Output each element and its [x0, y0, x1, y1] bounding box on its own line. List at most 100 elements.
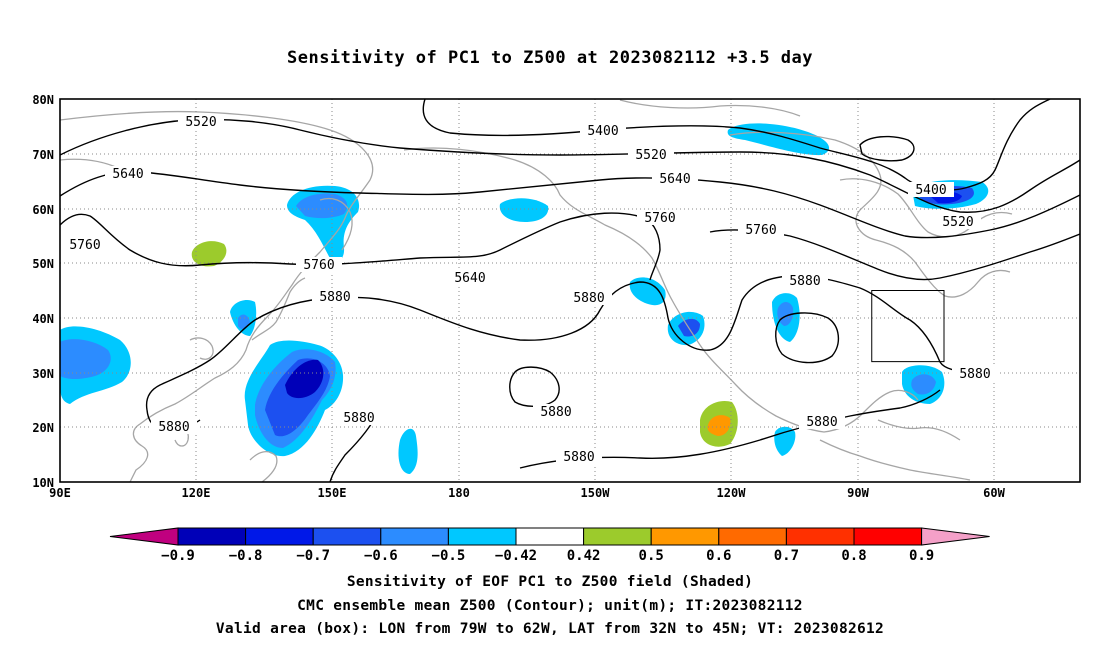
shade-blob — [629, 277, 666, 306]
map-frame — [59, 98, 1081, 483]
coastline — [619, 99, 801, 117]
contour-line — [859, 135, 915, 162]
coastline — [60, 110, 374, 482]
contour-label-5400: 5400 — [587, 124, 618, 139]
lon-tick-label: 90W — [847, 486, 869, 500]
contour-label-5640: 5640 — [659, 172, 690, 187]
shade-blob — [707, 415, 731, 436]
coastline — [189, 337, 214, 360]
colorbar-tick-label: 0.9 — [909, 548, 934, 564]
colorbar: −0.9 −0.8 −0.7 −0.6 −0.5 −0.42 0.42 0.5 0.6 0.7 0.… — [109, 527, 990, 564]
lon-tick-label: 90E — [49, 486, 71, 500]
colorbar-tick-label: −0.42 — [495, 548, 537, 564]
lat-tick-label: 30N — [32, 367, 54, 381]
lon-tick-label: 60W — [983, 486, 1005, 500]
contour-label-5880: 5880 — [563, 450, 594, 465]
shade-blob — [911, 374, 936, 395]
contour-line — [60, 212, 661, 281]
lat-tick-label: 50N — [32, 257, 54, 271]
contour-line — [509, 366, 560, 407]
contour-label-5880: 5880 — [806, 415, 837, 430]
colorbar-swatch — [380, 527, 449, 546]
lon-tick-label: 150W — [581, 486, 611, 500]
shade-blob — [398, 428, 418, 474]
colorbar-tick-label: −0.8 — [229, 548, 263, 564]
coastline — [319, 197, 353, 251]
contour-label-5400: 5400 — [915, 183, 946, 198]
coastline — [877, 419, 961, 441]
contour-label-5880: 5880 — [343, 411, 374, 426]
contour-label-5880: 5880 — [158, 420, 189, 435]
colorbar-swatch — [718, 527, 787, 546]
footer-line-3: Valid area (box): LON from 79W to 62W, L… — [215, 621, 885, 637]
contour-label-5760: 5760 — [303, 258, 334, 273]
colorbar-tick-label: 0.5 — [639, 548, 664, 564]
shade-blob — [191, 241, 227, 267]
footer-line-2: CMC ensemble mean Z500 (Contour); unit(m… — [297, 598, 803, 614]
colorbar-swatch — [515, 527, 585, 546]
contour-line — [519, 389, 941, 469]
lat-tick-label: 40N — [32, 312, 54, 326]
colorbar-swatch — [650, 527, 720, 546]
contour-label-5880: 5880 — [959, 367, 990, 382]
colorbar-swatch — [177, 527, 247, 546]
contour-line — [145, 275, 976, 411]
colorbar-swatch — [447, 527, 517, 546]
lon-tick-label: 150E — [318, 486, 347, 500]
colorbar-arrow-low — [109, 527, 179, 546]
valid-area-box — [871, 290, 945, 363]
lon-tick-label: 120W — [717, 486, 747, 500]
shade-blob — [285, 359, 324, 399]
colorbar-tick-label: −0.9 — [161, 548, 195, 564]
lat-tick-label: 60N — [32, 203, 54, 217]
contour-line — [60, 118, 1080, 213]
shade-blob — [777, 302, 794, 326]
colorbar-tick-label: −0.7 — [296, 548, 330, 564]
coastline — [729, 131, 1011, 298]
contour-line — [422, 99, 1051, 191]
lat-axis: 80N 70N 60N 50N 40N 30N 20N 10N — [32, 93, 54, 490]
lon-axis: 90E 120E 150E 180 150W 120W 90W 60W — [49, 486, 1005, 500]
lat-tick-label: 20N — [32, 421, 54, 435]
contour-label-5640: 5640 — [112, 167, 143, 182]
contour-label-5520: 5520 — [635, 148, 666, 163]
colorbar-swatch — [853, 527, 923, 546]
contour-label-5880: 5880 — [789, 274, 820, 289]
plot-title: Sensitivity of PC1 to Z500 at 2023082112… — [286, 48, 813, 68]
contour-label-5640: 5640 — [454, 271, 485, 286]
colorbar-swatch — [312, 527, 382, 546]
colorbar-tick-label: 0.42 — [567, 548, 601, 564]
contour-labels: 5520 5400 5520 5640 5640 5400 5520 5760 … — [62, 114, 998, 465]
contour-label-5880: 5880 — [540, 405, 571, 420]
contour-label-5760: 5760 — [69, 238, 100, 253]
colorbar-swatch — [245, 527, 314, 546]
contour-line — [60, 171, 1080, 239]
colorbar-tick-label: 0.7 — [774, 548, 799, 564]
lat-tick-label: 10N — [32, 476, 54, 490]
contour-label-5760: 5760 — [745, 223, 776, 238]
sensitivity-shading — [60, 123, 989, 474]
contour-label-5880: 5880 — [573, 291, 604, 306]
lon-tick-label: 180 — [448, 486, 470, 500]
lon-tick-label: 120E — [182, 486, 211, 500]
colorbar-swatch — [583, 527, 652, 546]
footer-line-1: Sensitivity of EOF PC1 to Z500 field (Sh… — [346, 574, 754, 590]
colorbar-swatch — [785, 527, 855, 546]
colorbar-tick-label: 0.8 — [841, 548, 866, 564]
contour-label-5520: 5520 — [185, 115, 216, 130]
colorbar-tick-label: 0.6 — [706, 548, 731, 564]
shade-blob — [499, 198, 549, 222]
coastline — [839, 178, 1013, 238]
lat-tick-label: 80N — [32, 93, 54, 107]
coastline — [249, 450, 278, 482]
shade-blob — [60, 339, 111, 379]
lat-tick-label: 70N — [32, 148, 54, 162]
coastline — [819, 439, 971, 481]
colorbar-tick-label: −0.5 — [432, 548, 466, 564]
colorbar-arrow-high — [921, 527, 990, 546]
shade-blob — [774, 426, 796, 456]
contour-line — [775, 312, 839, 364]
contour-label-5520: 5520 — [942, 215, 973, 230]
contour-label-5760: 5760 — [644, 211, 675, 226]
